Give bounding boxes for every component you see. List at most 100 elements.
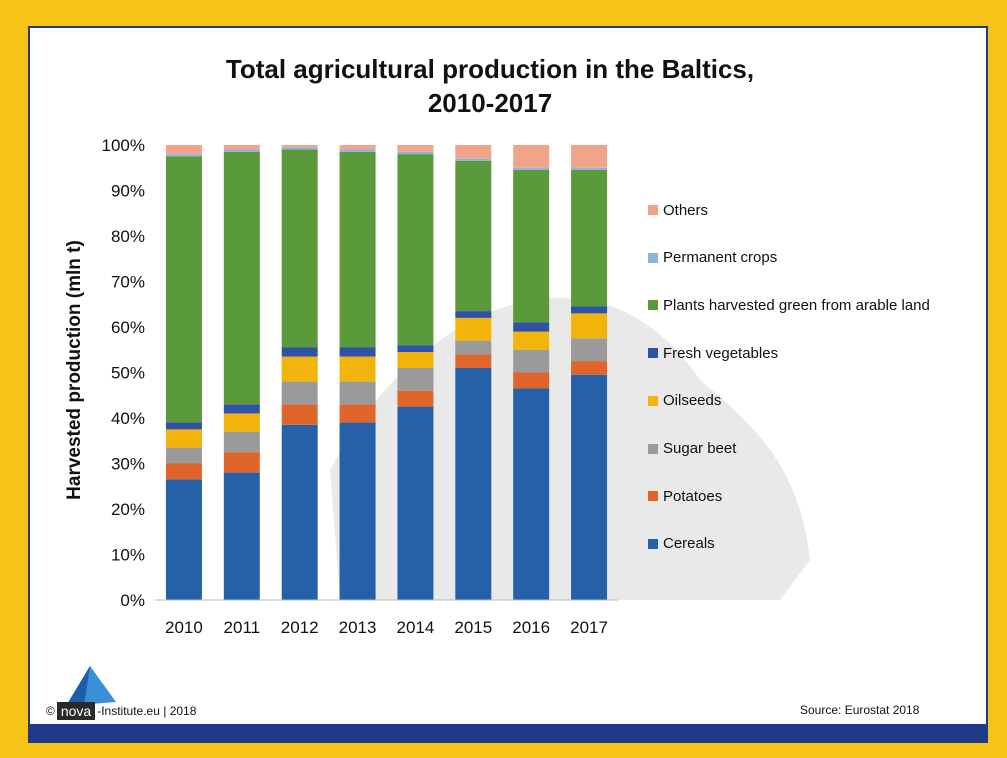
- legend-swatch: [648, 491, 658, 502]
- bar-segment: [165, 154, 202, 157]
- x-tick-label: 2012: [281, 618, 319, 637]
- bar-segment: [223, 404, 260, 414]
- bar-segment: [165, 156, 202, 423]
- legend-item: Potatoes: [648, 486, 722, 506]
- bar-segment: [397, 367, 434, 391]
- y-tick-label: 10%: [111, 546, 145, 565]
- bar-segment: [455, 317, 492, 341]
- legend-label: Permanent crops: [663, 249, 778, 267]
- legend-swatch: [648, 395, 658, 406]
- bar-segment: [397, 145, 434, 152]
- bar-segment: [223, 452, 260, 473]
- bar-segment: [397, 390, 434, 407]
- bar-segment: [513, 145, 550, 168]
- bar-segment: [281, 404, 318, 425]
- bottom-band: [28, 725, 988, 743]
- copyright-symbol: ©: [46, 704, 55, 718]
- bar-segment: [571, 361, 608, 375]
- y-tick-label: 0%: [120, 591, 145, 610]
- legend-item: Others: [648, 200, 708, 220]
- bar-segment: [223, 413, 260, 432]
- legend-label: Others: [663, 201, 709, 219]
- bar-segment: [339, 422, 376, 600]
- bar-segment: [571, 313, 608, 339]
- legend-swatch: [648, 348, 658, 359]
- bar-segment: [281, 356, 318, 382]
- legend-label: Sugar beet: [663, 440, 737, 457]
- bar-segment: [397, 406, 434, 600]
- bar-segment: [455, 158, 492, 161]
- y-tick-label: 60%: [111, 318, 145, 337]
- bar-segment: [339, 145, 376, 150]
- bar-segment: [281, 347, 318, 357]
- bar-segment: [165, 422, 202, 430]
- legend-label: Cereals: [663, 535, 715, 553]
- bar-segment: [513, 331, 550, 350]
- bar-segment: [513, 388, 550, 600]
- bar-segment: [223, 149, 260, 152]
- y-tick-label: 50%: [111, 364, 145, 383]
- bar-segment: [397, 352, 434, 368]
- bar-segment: [339, 347, 376, 357]
- bar-segment: [165, 479, 202, 600]
- legend-item: Sugar beet: [648, 439, 736, 459]
- bar-segment: [339, 151, 376, 348]
- bar-segment: [281, 381, 318, 405]
- x-tick-label: 2017: [570, 618, 608, 637]
- bar-segment: [513, 349, 550, 373]
- y-tick-label: 70%: [111, 273, 145, 292]
- footer-credit: © nova -Institute.eu | 2018: [46, 702, 196, 720]
- bar-segment: [571, 374, 608, 600]
- bar-segment: [513, 167, 550, 171]
- source-note: Source: Eurostat 2018: [800, 703, 920, 717]
- bar-segment: [397, 154, 434, 346]
- legend-label: Fresh vegetables: [663, 344, 779, 362]
- legend-swatch: [648, 300, 658, 311]
- legend-item: Oilseeds: [648, 391, 721, 411]
- bar-segment: [513, 170, 550, 323]
- legend-swatch: [648, 252, 658, 263]
- y-tick-label: 80%: [111, 227, 145, 246]
- nova-logo: nova: [56, 702, 96, 720]
- y-tick-label: 40%: [111, 409, 145, 428]
- legend-item: Fresh vegetables: [648, 343, 778, 363]
- chart-title-line-2: 2010-2017: [427, 88, 553, 118]
- legend-item: Permanent crops: [648, 248, 777, 268]
- bar-segment: [281, 424, 318, 600]
- bar-segment: [339, 404, 376, 423]
- bar-segment: [281, 149, 318, 348]
- x-tick-label: 2010: [165, 618, 203, 637]
- x-tick-label: 2011: [224, 618, 261, 637]
- bar-segment: [571, 338, 608, 362]
- bar-segment: [571, 167, 608, 171]
- nova-sail-logo-icon: [66, 666, 116, 706]
- legend-swatch: [648, 538, 658, 549]
- bar-segment: [455, 340, 492, 355]
- chart-title-line-1: Total agricultural production in the Bal…: [225, 54, 755, 84]
- bar-segment: [223, 151, 260, 405]
- legend-item: Plants harvested green from arable land: [648, 295, 930, 315]
- bar-segment: [455, 145, 492, 159]
- bar-segment: [281, 147, 318, 150]
- bar-segment: [223, 431, 260, 453]
- bar-segment: [397, 345, 434, 353]
- bar-segment: [455, 160, 492, 312]
- bar-segment: [339, 381, 376, 405]
- institute-text: -Institute.eu | 2018: [97, 704, 197, 718]
- bar-segment: [455, 367, 492, 600]
- legend-swatch: [648, 205, 658, 215]
- legend-swatch: [648, 443, 658, 454]
- bar-segment: [397, 151, 434, 155]
- x-tick-label: 2014: [397, 618, 435, 637]
- bar-segment: [339, 149, 376, 152]
- bar-segment: [165, 429, 202, 448]
- nova-watermark-icon: [330, 297, 810, 600]
- bar-segment: [571, 170, 608, 307]
- x-tick-label: 2016: [512, 618, 550, 637]
- bar-segment: [223, 145, 260, 150]
- y-axis-label: Harvested production (mln t): [64, 240, 85, 500]
- bar-segment: [223, 472, 260, 600]
- bar-segment: [281, 145, 318, 148]
- x-tick-label: 2013: [339, 618, 377, 637]
